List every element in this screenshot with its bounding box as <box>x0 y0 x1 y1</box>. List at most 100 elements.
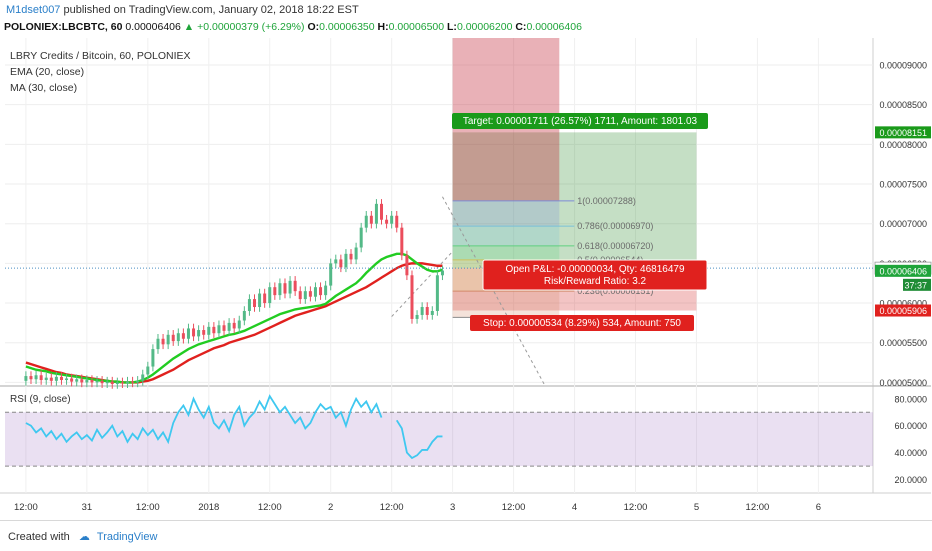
indicator-label: EMA (20, close) <box>10 66 84 78</box>
time-tick-label: 12:00 <box>502 502 526 513</box>
candle-body <box>146 366 150 375</box>
created-with: Created with ☁ TradingView <box>8 530 157 543</box>
candle-body <box>247 299 251 311</box>
candle-body <box>156 338 160 350</box>
target-label-box <box>452 113 708 129</box>
candle-body <box>293 280 297 292</box>
open-value: 0.00006350 <box>319 21 375 33</box>
candle-body <box>253 299 257 308</box>
candle-body <box>334 259 338 264</box>
candle-body <box>24 376 28 381</box>
low-value: 0.00006200 <box>456 21 513 33</box>
candle-body <box>39 375 43 381</box>
publisher-line: M1dset007 published on TradingView.com, … <box>6 4 359 16</box>
candle-body <box>49 377 53 381</box>
rsi-tick-label: 60.0000 <box>894 421 927 431</box>
candle-body <box>126 381 130 384</box>
candle-body <box>70 378 74 382</box>
tradingview-link[interactable]: TradingView <box>96 531 158 543</box>
candle-body <box>232 322 236 329</box>
fib-band <box>452 200 560 227</box>
candle-body <box>120 382 124 384</box>
candle-body <box>141 374 145 381</box>
candle-body <box>400 227 404 256</box>
rsi-line <box>25 394 383 445</box>
candle-body <box>161 338 165 345</box>
candle-body <box>54 376 58 381</box>
fib-level-label: 0.618(0.00006720) <box>577 241 653 251</box>
footer: Created with ☁ TradingView <box>0 520 932 551</box>
price-badge-text: 0.00008151 <box>879 128 927 138</box>
countdown-badge <box>903 278 931 291</box>
last-price: 0.00006406 <box>125 21 181 33</box>
publisher-link[interactable]: M1dset007 <box>6 4 61 16</box>
candle-body <box>339 259 343 268</box>
price-tick-label: 0.00005500 <box>879 338 927 348</box>
countdown-text: 37:37 <box>904 280 927 290</box>
candle-body <box>90 380 94 383</box>
indicator-label: MA (30, close) <box>10 82 77 94</box>
published-text: published on TradingView.com, January 02… <box>63 4 359 16</box>
price-tick-label: 0.00008000 <box>879 140 927 150</box>
close-label: C: <box>515 21 527 33</box>
candle-body <box>263 293 267 304</box>
candle-body <box>344 253 348 268</box>
ema-line <box>25 252 443 384</box>
rsi-tick-label: 80.0000 <box>894 394 927 404</box>
candle-body <box>34 375 38 380</box>
close-value: 0.00006406 <box>526 21 582 33</box>
candle-body <box>85 380 89 383</box>
candle-body <box>395 215 399 228</box>
candle-body <box>298 291 302 300</box>
stop-label-box <box>470 315 694 331</box>
candle-body <box>151 349 155 367</box>
candle-body <box>405 255 409 276</box>
candle-body <box>80 379 84 383</box>
chart-title: LBRY Credits / Bitcoin, 60, POLONIEX <box>10 50 191 62</box>
candle-body <box>242 310 246 321</box>
fib-band <box>452 226 560 246</box>
tradingview-logo-icon: ☁ <box>78 531 90 543</box>
candle-body <box>283 283 287 294</box>
candle-body <box>44 377 48 381</box>
header: M1dset007 published on TradingView.com, … <box>0 0 932 38</box>
risk-reward-text: Risk/Reward Ratio: 3.2 <box>544 276 647 287</box>
price-badge <box>875 126 931 139</box>
candle-body <box>59 376 63 381</box>
time-tick-label: 12:00 <box>746 502 770 513</box>
price-badge <box>875 264 931 277</box>
candle-body <box>222 325 226 331</box>
candle-body <box>207 326 211 335</box>
candle-body <box>430 310 434 315</box>
chart-area[interactable]: 1(0.00007288) 0.786(0.00006970) 0.618(0.00… <box>0 38 932 520</box>
price-badge-text: 0.00006406 <box>879 266 927 276</box>
candle-body <box>197 330 201 337</box>
created-with-label: Created with <box>8 531 70 543</box>
time-tick-label: 4 <box>572 502 577 513</box>
low-label: L: <box>447 21 457 33</box>
candle-body <box>440 270 444 276</box>
time-tick-label: 12:00 <box>258 502 282 513</box>
candle-body <box>410 275 414 319</box>
time-tick-label: 12:00 <box>380 502 404 513</box>
price-badge <box>875 304 931 317</box>
candle-body <box>192 328 196 337</box>
candle-body <box>29 376 33 380</box>
fib-level-label: 1(0.00007288) <box>577 196 636 206</box>
candle-body <box>75 379 79 382</box>
candle-body <box>131 381 135 383</box>
price-change: +0.00000379 (+6.29%) <box>197 21 305 33</box>
candle-body <box>176 333 180 342</box>
candle-body <box>288 280 292 294</box>
candle-body <box>212 326 216 334</box>
candle-body <box>258 293 262 308</box>
high-label: H: <box>377 21 389 33</box>
time-tick-label: 6 <box>816 502 821 513</box>
candle-body <box>385 219 389 224</box>
candle-body <box>364 215 368 228</box>
candle-body <box>278 283 282 296</box>
open-label: O: <box>307 21 320 33</box>
time-tick-label: 3 <box>450 502 455 513</box>
candle-body <box>166 334 170 345</box>
candle-body <box>369 215 373 224</box>
